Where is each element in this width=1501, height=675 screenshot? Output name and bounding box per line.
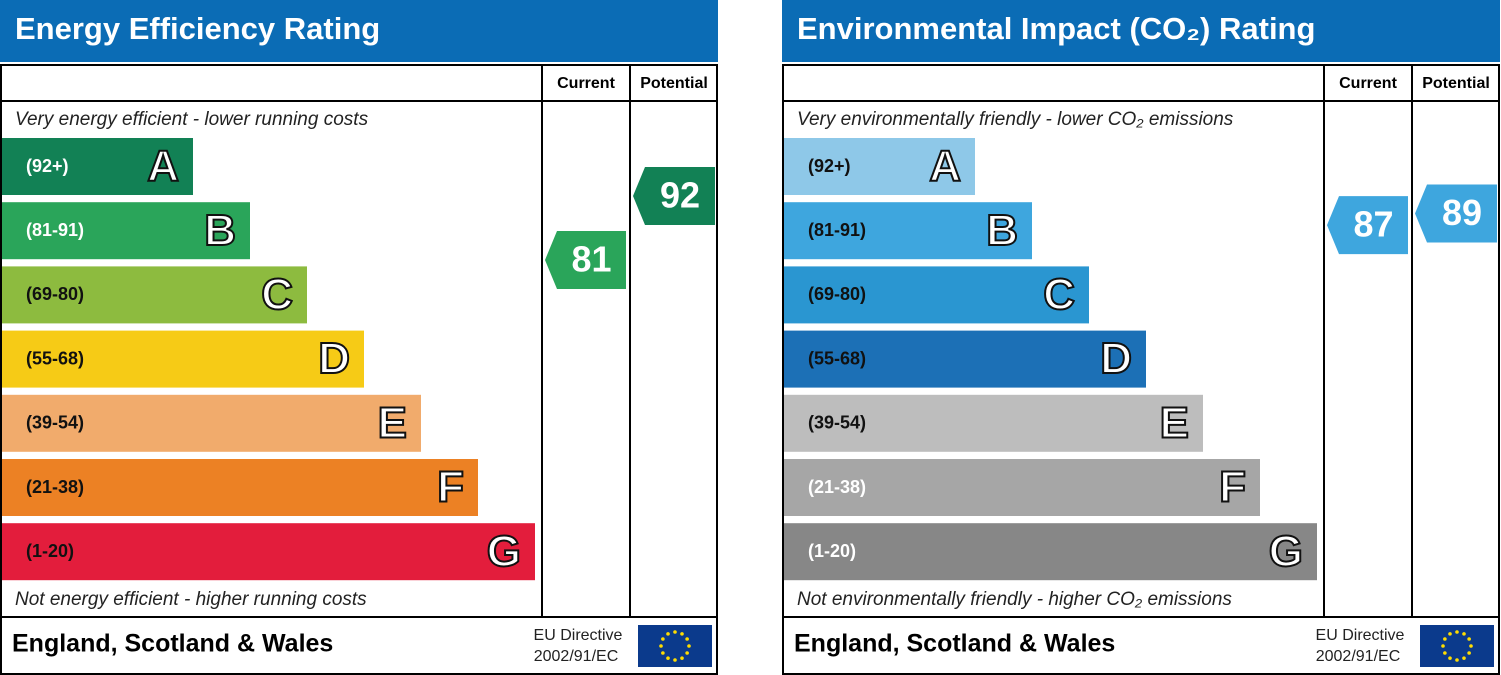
eu-star bbox=[1441, 644, 1445, 648]
title-bar bbox=[0, 0, 718, 62]
eu-star bbox=[680, 632, 684, 636]
rating-arrow bbox=[545, 231, 626, 290]
footer-region: England, Scotland & Wales bbox=[12, 630, 333, 658]
band-letter: C bbox=[1043, 270, 1075, 319]
band-bar bbox=[2, 330, 364, 388]
band-range: (21-38) bbox=[808, 477, 866, 497]
eu-star bbox=[685, 637, 689, 641]
eu-star bbox=[1443, 651, 1447, 655]
eu-star bbox=[1462, 632, 1466, 636]
band-letter: B bbox=[986, 206, 1018, 255]
top-note: Very environmentally friendly - lower CO… bbox=[797, 109, 1234, 130]
band-range: (92+) bbox=[808, 156, 851, 176]
directive: EU Directive bbox=[534, 627, 623, 644]
rating-arrow bbox=[633, 167, 715, 225]
rating-value: 87 bbox=[1353, 204, 1393, 245]
band-bar bbox=[2, 138, 193, 195]
band-bar bbox=[2, 459, 478, 516]
eu-star bbox=[685, 651, 689, 655]
eu-star bbox=[1469, 644, 1473, 648]
bottom-note: Not energy efficient - higher running co… bbox=[15, 589, 367, 610]
band-bar bbox=[2, 202, 250, 260]
eu-star bbox=[1462, 656, 1466, 660]
rating-value: 89 bbox=[1442, 192, 1482, 233]
panel-title: Energy Efficiency Rating bbox=[15, 11, 380, 46]
band-range: (55-68) bbox=[26, 348, 84, 368]
directive-code: 2002/91/EC bbox=[534, 648, 619, 665]
band-letter: A bbox=[147, 142, 179, 191]
rating-value: 92 bbox=[660, 175, 700, 216]
band-letter: G bbox=[1269, 527, 1303, 576]
band-letter: F bbox=[1219, 463, 1246, 512]
panel-frame bbox=[0, 64, 718, 675]
panel-title: Environmental Impact (CO₂) Rating bbox=[797, 11, 1315, 46]
rating-panel: Environmental Impact (CO₂) Rating Current… bbox=[782, 0, 1500, 675]
eu-star bbox=[1467, 637, 1471, 641]
band-bar bbox=[784, 459, 1260, 516]
band-bar bbox=[784, 330, 1146, 388]
column-header: Current bbox=[1339, 75, 1397, 92]
band-range: (81-91) bbox=[808, 220, 866, 240]
eu-star bbox=[666, 632, 670, 636]
band-bar bbox=[2, 266, 307, 324]
band-bar bbox=[784, 394, 1203, 452]
band-range: (92+) bbox=[26, 156, 69, 176]
band-range: (21-38) bbox=[26, 477, 84, 497]
band-bar bbox=[784, 138, 975, 195]
band-letter: F bbox=[437, 463, 464, 512]
eu-star bbox=[661, 651, 665, 655]
band-range: (39-54) bbox=[26, 413, 84, 433]
eu-star bbox=[1448, 632, 1452, 636]
eu-star bbox=[661, 637, 665, 641]
eu-star bbox=[673, 658, 677, 662]
band-letter: D bbox=[1100, 334, 1132, 383]
band-letter: B bbox=[204, 206, 236, 255]
column-header: Potential bbox=[640, 75, 708, 92]
eu-star bbox=[666, 656, 670, 660]
band-letter: C bbox=[261, 270, 293, 319]
footer-region: England, Scotland & Wales bbox=[794, 630, 1115, 658]
band-range: (69-80) bbox=[808, 284, 866, 304]
band-letter: E bbox=[1160, 398, 1189, 447]
eu-star bbox=[1448, 656, 1452, 660]
eu-star bbox=[1467, 651, 1471, 655]
band-bar bbox=[784, 266, 1089, 324]
band-range: (55-68) bbox=[808, 348, 866, 368]
panel-frame bbox=[782, 64, 1500, 675]
column-header: Current bbox=[557, 75, 615, 92]
bottom-note: Not environmentally friendly - higher CO… bbox=[797, 589, 1232, 610]
band-letter: E bbox=[378, 398, 407, 447]
band-letter: G bbox=[487, 527, 521, 576]
eu-star bbox=[1455, 658, 1459, 662]
band-range: (81-91) bbox=[26, 220, 84, 240]
title-bar bbox=[782, 0, 1500, 62]
band-letter: D bbox=[318, 334, 350, 383]
eu-star bbox=[673, 630, 677, 634]
band-range: (1-20) bbox=[26, 541, 74, 561]
rating-value: 81 bbox=[571, 239, 611, 280]
band-letter: A bbox=[929, 142, 961, 191]
eu-star bbox=[1455, 630, 1459, 634]
eu-star bbox=[687, 644, 691, 648]
eu-star bbox=[680, 656, 684, 660]
eu-star bbox=[1443, 637, 1447, 641]
rating-arrow bbox=[1415, 184, 1497, 243]
eu-star bbox=[659, 644, 663, 648]
directive-code: 2002/91/EC bbox=[1316, 648, 1401, 665]
band-bar bbox=[784, 202, 1032, 260]
band-bar bbox=[2, 523, 535, 581]
column-header: Potential bbox=[1422, 75, 1490, 92]
rating-arrow bbox=[1327, 196, 1408, 255]
top-note: Very energy efficient - lower running co… bbox=[15, 109, 369, 130]
band-bar bbox=[2, 394, 421, 452]
band-range: (39-54) bbox=[808, 413, 866, 433]
band-range: (1-20) bbox=[808, 541, 856, 561]
band-bar bbox=[784, 523, 1317, 581]
directive: EU Directive bbox=[1316, 627, 1405, 644]
band-range: (69-80) bbox=[26, 284, 84, 304]
rating-panel: Energy Efficiency Rating Current Potential… bbox=[0, 0, 718, 675]
